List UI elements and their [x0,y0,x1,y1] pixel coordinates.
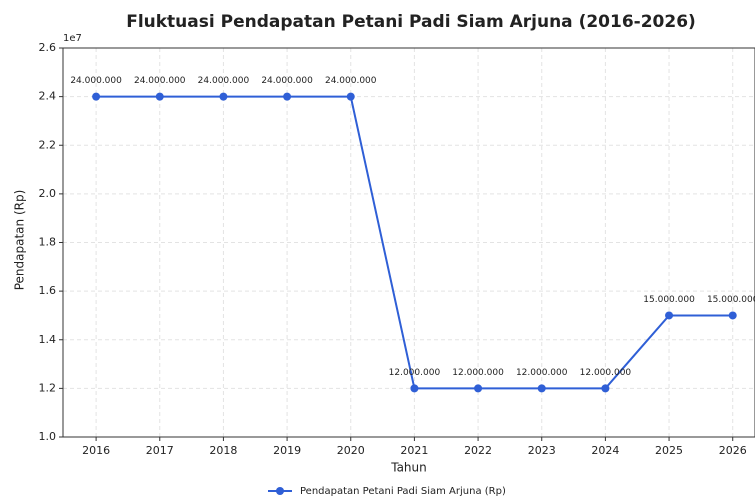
point [601,384,610,393]
x-tick-label: 2026 [719,444,747,457]
value-label: 15.000.000 [643,295,695,305]
x-tick-label: 2025 [655,444,683,457]
value-label: 24.000.000 [134,76,186,86]
x-tick-label: 2023 [528,444,556,457]
y-axis-label: Pendapatan (Rp) [13,190,27,291]
plot-frame [62,47,755,438]
y-tick-label: 2.4 [39,90,57,103]
value-label: 24.000.000 [261,76,313,86]
value-label: 24.000.000 [70,76,122,86]
value-label: 12.000.000 [516,368,568,378]
x-tick-label: 2022 [464,444,492,457]
y-tick-label: 2.6 [39,41,57,54]
value-label: 12.000.000 [452,368,504,378]
legend-label: Pendapatan Petani Padi Siam Arjuna (Rp) [300,486,506,497]
x-tick-label: 2016 [82,444,110,457]
value-label: 12.000.000 [389,368,441,378]
x-tick-label: 2019 [273,444,301,457]
x-tick-label: 2021 [400,444,428,457]
x-tick-label: 2024 [591,444,619,457]
point [283,92,292,101]
chart-title: Fluktuasi Pendapatan Petani Padi Siam Ar… [126,12,696,32]
y-offset-label: 1e7 [63,33,82,44]
point [219,92,228,101]
value-label: 15.000.000 [707,295,755,305]
legend-marker [276,487,284,495]
x-axis-label: Tahun [390,461,427,475]
x-tick-label: 2018 [209,444,237,457]
x-tick-label: 2020 [337,444,365,457]
y-tick-label: 2.0 [39,187,57,200]
y-tick-label: 2.2 [39,138,57,151]
value-label: 24.000.000 [198,76,250,86]
y-tick-label: 1.0 [39,430,57,443]
point [474,384,483,393]
point [728,311,737,320]
y-tick-label: 1.8 [39,236,57,249]
point [410,384,419,393]
point [346,92,355,101]
y-tick-label: 1.2 [39,381,57,394]
x-tick-label: 2017 [146,444,174,457]
y-tick-label: 1.4 [39,333,57,346]
value-label: 24.000.000 [325,76,377,86]
value-label: 12.000.000 [580,368,632,378]
y-tick-label: 1.6 [39,284,57,297]
point [155,92,164,101]
point [537,384,546,393]
point [92,92,101,101]
point [665,311,674,320]
